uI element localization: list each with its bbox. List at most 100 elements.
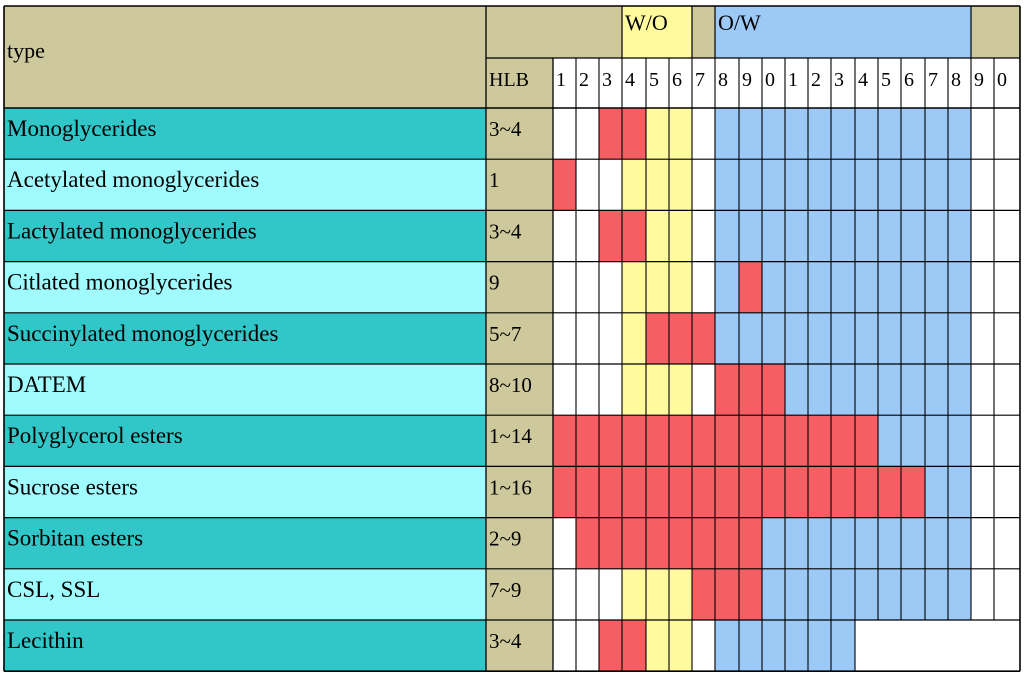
column-digit-label: 9 <box>974 69 984 91</box>
grid-cell <box>878 261 901 313</box>
grid-cell <box>901 364 925 416</box>
grid-cell <box>808 620 831 672</box>
grid-cell <box>971 466 994 518</box>
hlb-range-cell <box>599 108 622 160</box>
hlb-range-cell <box>715 517 739 569</box>
grid-cell <box>925 312 948 364</box>
hlb-value: 7~9 <box>489 578 521 602</box>
grid-cell <box>808 517 831 569</box>
hlb-value: 9 <box>489 271 500 295</box>
hlb-value: 1 <box>489 168 500 192</box>
grid-cell <box>646 210 669 262</box>
column-digit-label: 2 <box>811 69 821 91</box>
grid-cell <box>971 568 994 620</box>
grid-cell <box>808 312 831 364</box>
grid-cell <box>785 261 808 313</box>
grid-cell <box>785 312 808 364</box>
hlb-range-cell <box>622 415 646 467</box>
grid-cell <box>925 364 948 416</box>
grid-cell <box>831 517 855 569</box>
hlb-cell <box>486 108 553 160</box>
grid-cell <box>948 261 971 313</box>
column-digit-label: 4 <box>858 69 868 91</box>
hlb-range-cell <box>599 466 622 518</box>
hlb-value: 3~4 <box>489 219 522 243</box>
hlb-cell <box>486 620 553 672</box>
hlb-range-cell <box>646 517 669 569</box>
grid-cell <box>576 108 599 160</box>
type-cell <box>4 466 486 518</box>
grid-cell <box>576 568 599 620</box>
grid-cell <box>692 620 715 672</box>
grid-cell <box>855 517 878 569</box>
grid-cell <box>925 415 948 467</box>
grid-cell <box>576 620 599 672</box>
hlb-cell <box>486 466 553 518</box>
grid-cell <box>762 620 785 672</box>
grid-cell <box>553 261 576 313</box>
grid-cell <box>785 620 808 672</box>
grid-cell <box>553 364 576 416</box>
emulsifier-name: CSL, SSL <box>7 577 100 602</box>
grid-cell <box>646 108 669 160</box>
grid-cell <box>715 108 739 160</box>
hlb-cell <box>486 517 553 569</box>
grid-cell <box>785 517 808 569</box>
grid-cell <box>576 364 599 416</box>
hlb-range-cell <box>855 466 878 518</box>
type-cell <box>4 159 486 211</box>
grid-cell <box>785 568 808 620</box>
column-digit-label: 2 <box>579 69 589 91</box>
column-digit-label: 7 <box>695 69 705 91</box>
grid-cell <box>715 210 739 262</box>
grid-cell <box>971 159 994 211</box>
grid-cell <box>948 210 971 262</box>
grid-cell <box>715 159 739 211</box>
column-digit-label: 1 <box>556 69 566 91</box>
emulsifier-name: DATEM <box>7 372 86 397</box>
hlb-cell <box>486 415 553 467</box>
ow-header-band <box>715 6 971 58</box>
grid-cell <box>715 620 739 672</box>
hlb-range-cell <box>878 466 901 518</box>
grid-cell <box>808 159 831 211</box>
wo-header-band <box>622 6 692 58</box>
grid-cell <box>622 364 646 416</box>
grid-cell <box>622 312 646 364</box>
grid-cell <box>855 108 878 160</box>
grid-cell <box>669 364 692 416</box>
grid-cell <box>994 466 1020 518</box>
emulsifier-name: Citlated monoglycerides <box>7 270 233 295</box>
grid-cell <box>994 108 1020 160</box>
hlb-range-cell <box>808 415 831 467</box>
hlb-range-cell <box>762 364 785 416</box>
hlb-cell <box>486 210 553 262</box>
grid-cell <box>692 210 715 262</box>
grid-cell <box>948 364 971 416</box>
hlb-range-cell <box>622 210 646 262</box>
column-digit-label: 1 <box>788 69 798 91</box>
grid-cell <box>739 620 762 672</box>
grid-cell <box>622 261 646 313</box>
grid-cell <box>994 312 1020 364</box>
type-cell <box>4 108 486 160</box>
column-digit-label: 4 <box>625 69 635 91</box>
hlb-range-cell <box>669 466 692 518</box>
hlb-value: 1~14 <box>489 424 532 448</box>
hlb-range-cell <box>692 415 715 467</box>
hlb-range-cell <box>739 568 762 620</box>
grid-cell <box>669 108 692 160</box>
grid-cell <box>739 108 762 160</box>
emulsifier-name: Sucrose esters <box>7 474 138 499</box>
hlb-range-cell <box>669 415 692 467</box>
hlb-cell <box>486 261 553 313</box>
grid-cell <box>762 568 785 620</box>
hlb-range-cell <box>739 466 762 518</box>
grid-cell <box>669 620 692 672</box>
grid-cell <box>831 210 855 262</box>
grid-cell <box>762 159 785 211</box>
grid-cell <box>599 312 622 364</box>
grid-cell <box>831 312 855 364</box>
